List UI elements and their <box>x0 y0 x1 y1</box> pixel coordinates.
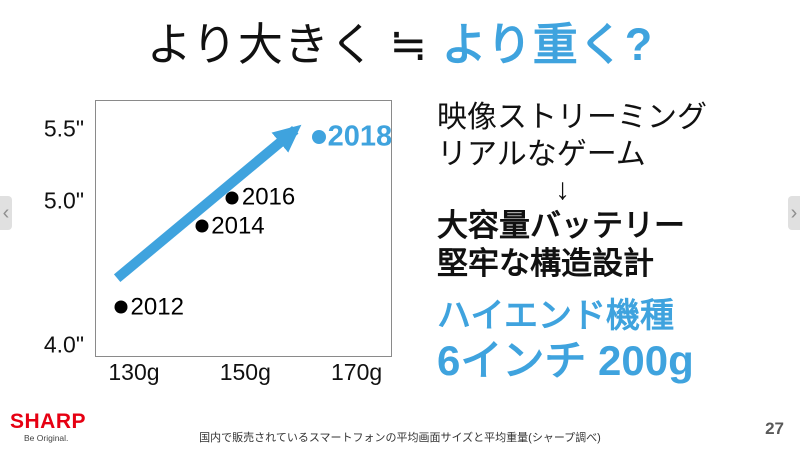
y-tick-label: 5.0" <box>43 187 84 214</box>
data-point-2018: 2018 <box>311 121 392 153</box>
x-axis-labels: 130g 150g 170g <box>95 359 390 387</box>
annotation-streaming: 映像ストリーミング <box>437 101 707 134</box>
x-tick-label: 170g <box>331 359 383 385</box>
y-axis-labels: 5.5" 5.0" 4.0" <box>28 100 88 358</box>
prev-slide-button[interactable]: ‹ <box>0 196 12 230</box>
title-blue-part: より重く? <box>441 19 654 70</box>
x-tick-label: 130g <box>108 359 160 385</box>
trend-arrow-icon <box>113 124 302 283</box>
data-point-label: 2018 <box>327 120 393 153</box>
slide-title: より大きく ≒ より重く? <box>0 8 800 73</box>
page-number: 27 <box>765 419 784 438</box>
sharp-logo-text: SHARP <box>10 410 87 433</box>
annotation-highend: ハイエンド機種 <box>437 297 674 335</box>
data-point-label: 2016 <box>241 183 296 211</box>
chart-caption: 国内で販売されているスマートフォンの平均画面サイズと平均重量(シャープ調べ) <box>199 432 601 444</box>
annotation-battery: 大容量バッテリー <box>437 208 685 243</box>
annotation-panel: 映像ストリーミング リアルなゲーム ↓ 大容量バッテリー 堅牢な構造設計 ハイエ… <box>437 99 707 385</box>
down-arrow-icon: ↓ <box>555 173 570 206</box>
annotation-spec: 6インチ 200g <box>437 337 694 384</box>
y-tick-label: 5.5" <box>43 115 84 142</box>
x-tick-label: 150g <box>219 359 271 385</box>
y-tick-label: 4.0" <box>43 331 84 358</box>
sharp-logo: SHARP Be Original. <box>10 410 86 443</box>
plot-area: 2012 2014 2016 2018 <box>95 100 392 357</box>
data-point-2014: 2014 <box>195 212 265 239</box>
annotation-structure: 堅牢な構造設計 <box>437 246 654 281</box>
sharp-tagline: Be Original. <box>24 433 69 443</box>
next-slide-button[interactable]: › <box>788 196 800 230</box>
data-point-2012: 2012 <box>114 293 184 320</box>
data-point-2016: 2016 <box>225 184 295 211</box>
title-black-part: より大きく ≒ <box>146 19 442 70</box>
annotation-game: リアルなゲーム <box>437 138 646 171</box>
data-point-label: 2014 <box>211 212 265 240</box>
data-point-label: 2012 <box>130 293 184 321</box>
